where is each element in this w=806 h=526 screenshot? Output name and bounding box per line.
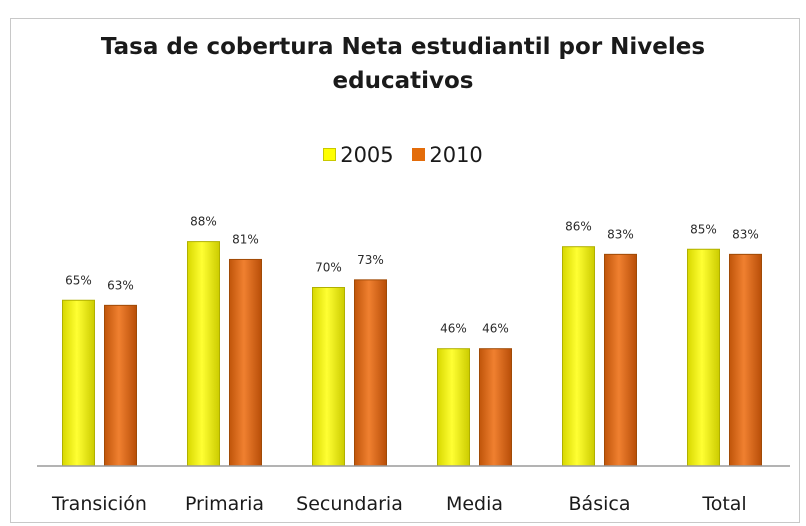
bar-2010-total — [729, 253, 762, 467]
category-label-total: Total — [701, 493, 746, 515]
data-label-2010-básica: 83% — [607, 227, 634, 241]
bar-2010-secundaria — [354, 279, 387, 467]
data-label-2010-media: 46% — [482, 322, 509, 336]
bar-2010-transición — [104, 304, 137, 467]
category-label-primaria: Primaria — [185, 493, 264, 515]
chart-title-line-2: educativos — [332, 68, 474, 94]
bar-2005-total — [687, 248, 720, 467]
data-label-2010-primaria: 81% — [232, 232, 259, 246]
bar-2005-media — [437, 348, 470, 467]
legend-swatch-2010 — [412, 148, 426, 161]
data-label-2005-media: 46% — [440, 322, 467, 336]
bar-2010-básica — [604, 253, 637, 467]
data-label-2010-total: 83% — [732, 227, 759, 241]
category-label-básica: Básica — [569, 493, 631, 515]
legend-label-2010: 2010 — [429, 143, 483, 167]
data-label-2005-básica: 86% — [565, 220, 592, 234]
chart-frame — [10, 18, 800, 523]
legend-label-2005: 2005 — [340, 143, 394, 167]
bar-2005-transición — [62, 299, 95, 467]
data-label-2005-total: 85% — [690, 222, 717, 236]
bar-2005-básica — [562, 246, 595, 467]
data-label-2010-secundaria: 73% — [357, 253, 384, 267]
bar-2010-primaria — [229, 258, 262, 467]
legend-item-2005: 2005 — [323, 143, 394, 167]
data-label-2005-primaria: 88% — [190, 215, 217, 229]
data-label-2010-transición: 63% — [107, 278, 134, 292]
data-label-2005-secundaria: 70% — [315, 261, 342, 275]
category-label-transición: Transición — [51, 493, 147, 515]
chart-title-line-1: Tasa de cobertura Neta estudiantil por N… — [100, 34, 706, 60]
category-label-secundaria: Secundaria — [296, 493, 403, 515]
chart-title: Tasa de cobertura Neta estudiantil por N… — [0, 30, 806, 98]
legend-swatch-2005 — [323, 148, 337, 161]
chart-legend: 2005 2010 — [0, 143, 806, 167]
legend-item-2010: 2010 — [412, 143, 483, 167]
data-label-2005-transición: 65% — [65, 273, 92, 287]
bar-2005-secundaria — [312, 287, 345, 467]
bar-2005-primaria — [187, 241, 220, 467]
category-label-media: Media — [446, 493, 503, 515]
bar-2010-media — [479, 348, 512, 467]
